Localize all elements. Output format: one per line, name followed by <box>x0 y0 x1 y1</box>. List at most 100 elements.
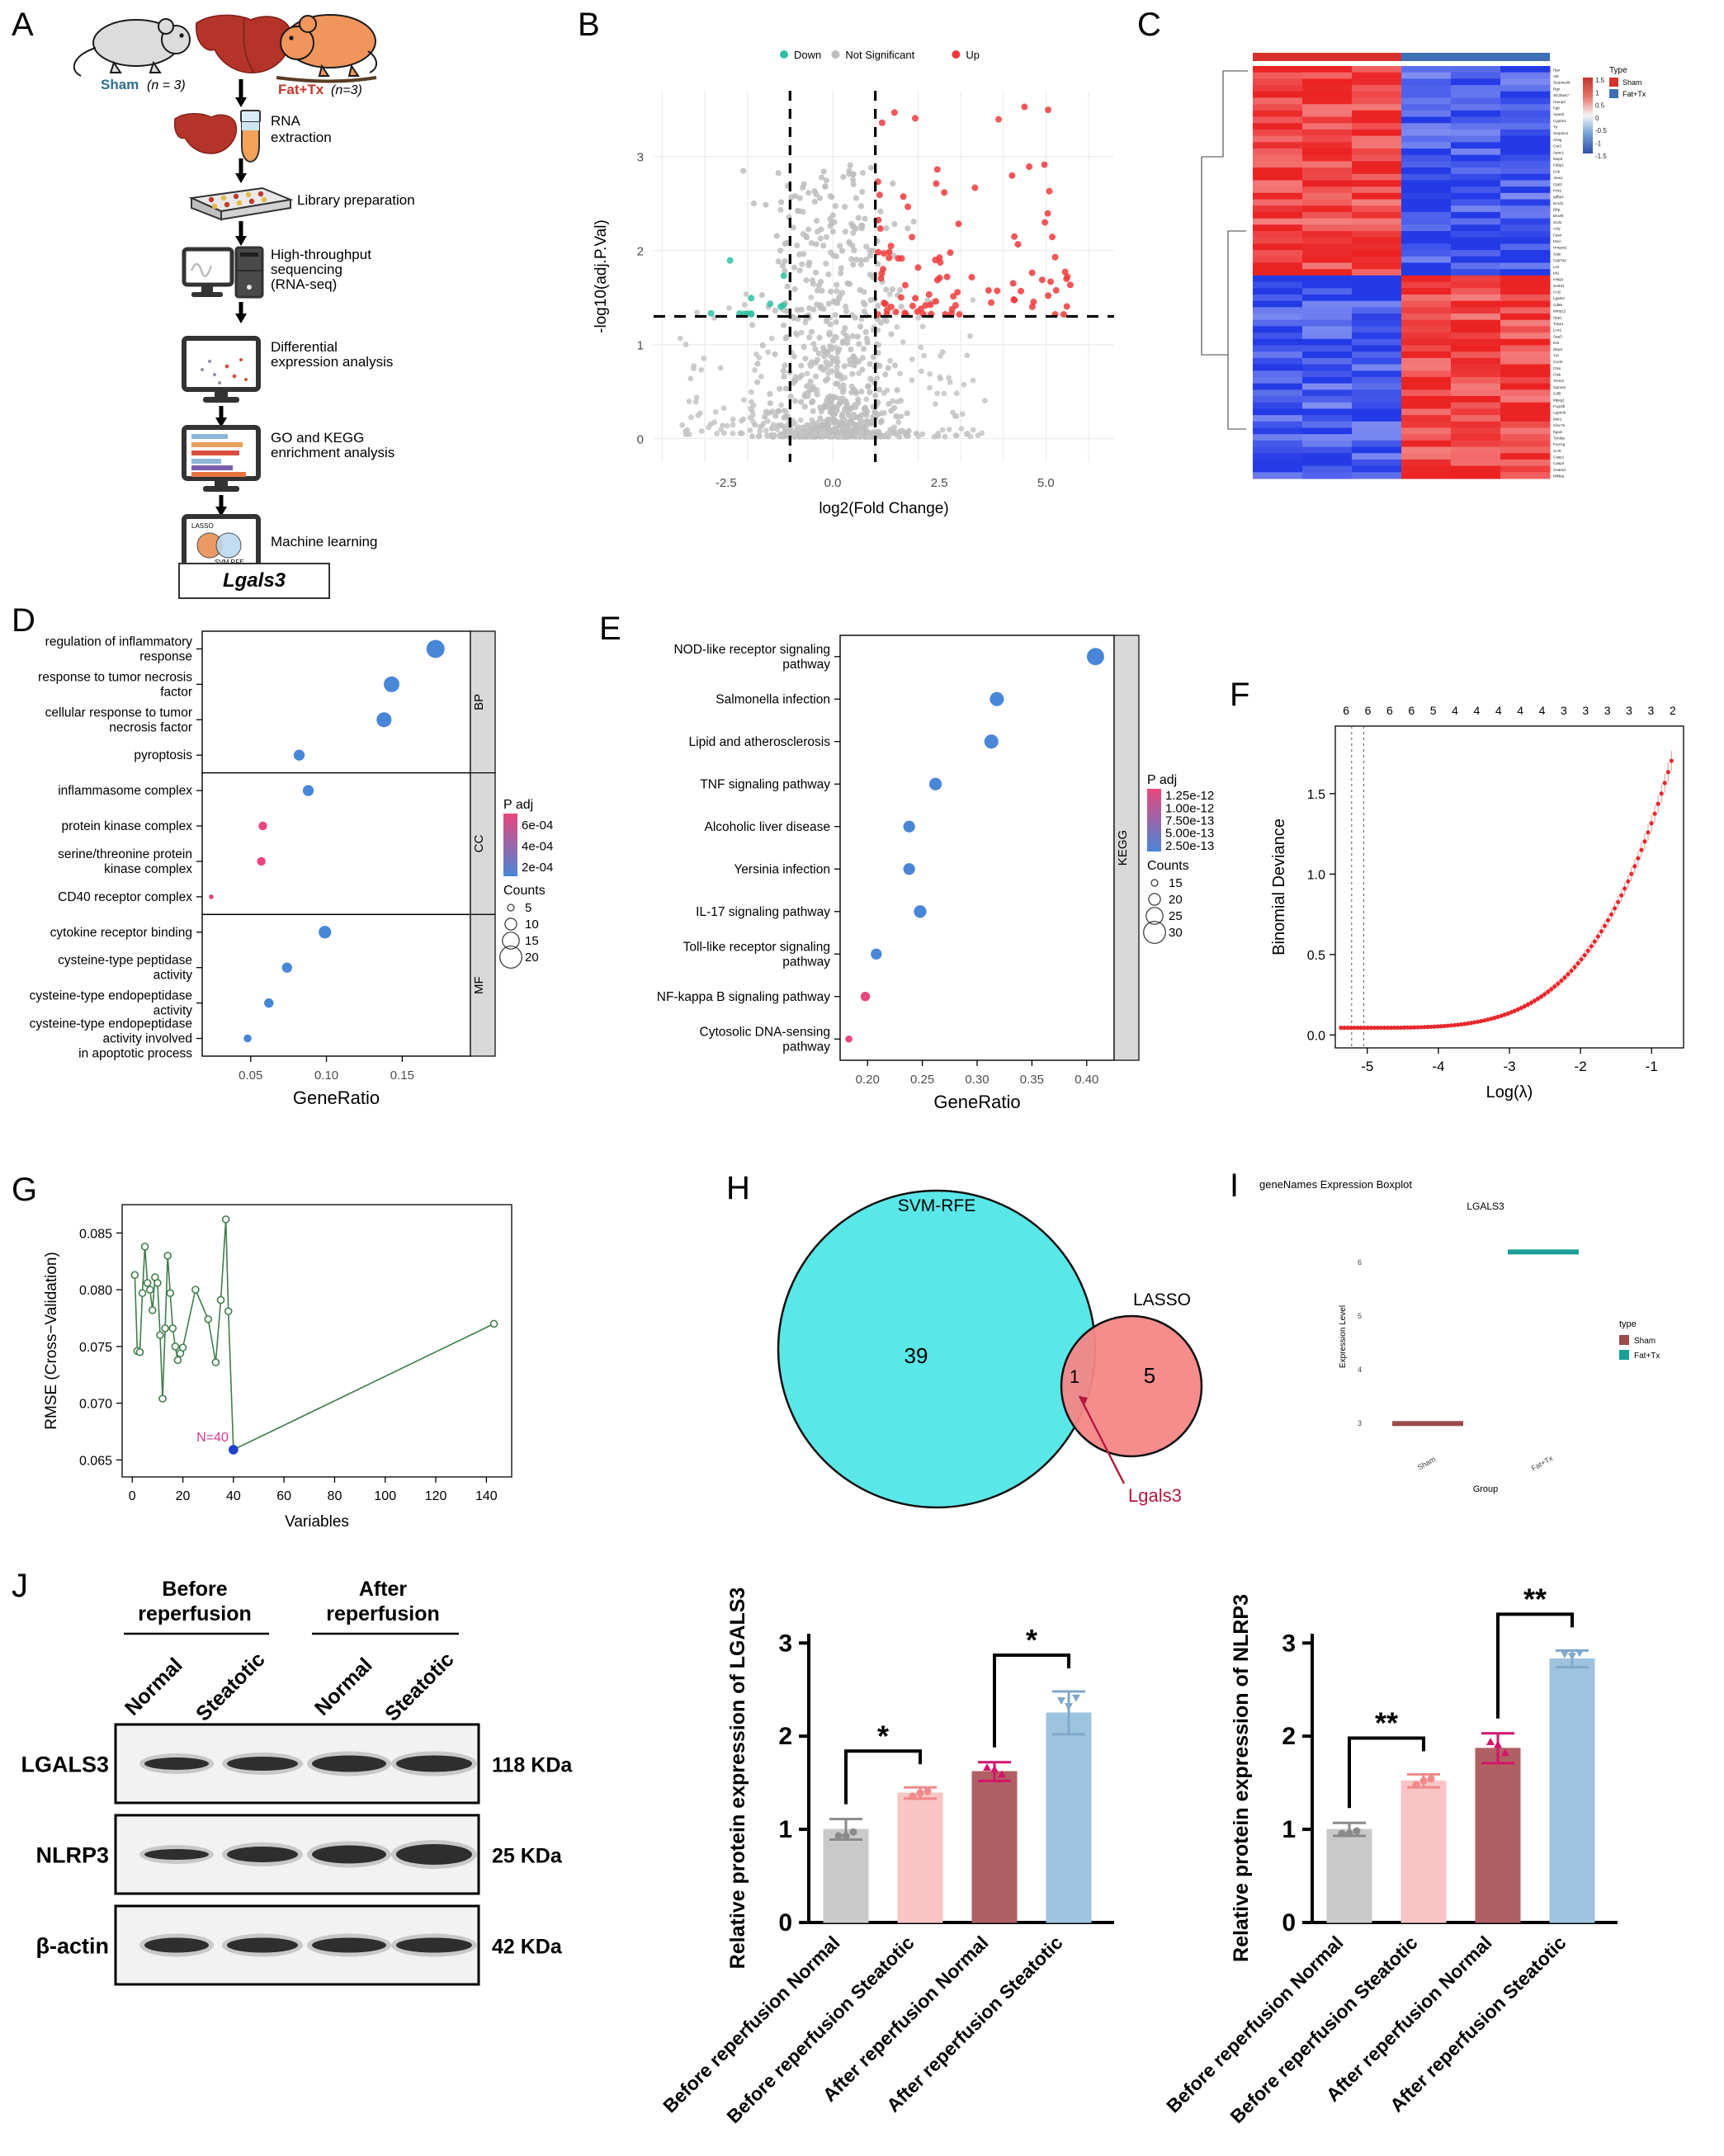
volcano-point <box>850 223 857 229</box>
volcano-point <box>947 249 954 257</box>
volcano-point <box>805 392 811 399</box>
volcano-point <box>838 248 846 254</box>
volcano-point <box>819 428 825 434</box>
facet-label: MF <box>472 976 486 994</box>
y-tick: 0.075 <box>79 1341 112 1355</box>
heatmap-cell <box>1451 205 1501 213</box>
heatmap-cell <box>1500 408 1551 416</box>
volcano-point <box>782 385 789 392</box>
volcano-point <box>824 416 831 423</box>
volcano-point <box>950 293 957 300</box>
volcano-point <box>820 305 827 312</box>
heatmap-cell <box>1500 333 1551 340</box>
heatmap-cell <box>1451 123 1501 130</box>
x-tick: -4 <box>1432 1059 1444 1074</box>
gene-label: Ccl2 <box>1553 290 1561 295</box>
step-library-label: Library preparation <box>297 192 415 208</box>
volcano-point <box>821 402 829 409</box>
heatmap-cell <box>1253 224 1303 232</box>
volcano-point <box>912 295 919 302</box>
heatmap-cell <box>1451 434 1501 441</box>
volcano-point <box>720 405 727 411</box>
significance-bracket <box>993 1654 1070 1748</box>
volcano-point <box>825 271 832 278</box>
y-tick: 4 <box>1358 1366 1362 1374</box>
heatmap-cell <box>1401 72 1452 79</box>
legend-dot <box>952 50 961 59</box>
gene-label: Cps1 <box>1553 182 1562 186</box>
x-tick: 80 <box>328 1489 342 1503</box>
gene-label: Scd1 <box>1553 220 1562 224</box>
heatmap-cell <box>1253 180 1303 187</box>
volcano-point <box>803 277 810 284</box>
volcano-point <box>829 229 836 235</box>
panel-d: BP CC MF regulation of inflammatory response… <box>8 623 569 1168</box>
gene-label: Lss <box>1553 265 1560 269</box>
group-fattx-label: Fat+Tx <box>278 82 324 97</box>
volcano-point <box>842 303 849 310</box>
facet-strip <box>470 630 496 774</box>
heatmap-cell <box>1302 161 1353 168</box>
heatmap-cell <box>1352 376 1402 384</box>
volcano-point <box>748 389 754 395</box>
volcano-point <box>850 420 857 427</box>
volcano-point <box>845 421 852 428</box>
volcano-point <box>900 339 906 345</box>
heatmap-cell <box>1253 389 1303 397</box>
volcano-point <box>812 346 819 352</box>
volcano-point <box>867 361 873 367</box>
volcano-point <box>857 416 863 422</box>
heatmap-cell <box>1451 333 1501 340</box>
volcano-point <box>693 394 700 401</box>
term-label: Lipid and atherosclerosis <box>689 735 831 749</box>
dot <box>302 785 314 796</box>
term-label: pathway <box>782 955 830 969</box>
heatmap-cell <box>1253 472 1303 479</box>
volcano-point <box>919 368 924 375</box>
gene-label: Slc25a47 <box>1553 93 1570 97</box>
volcano-point <box>870 353 876 361</box>
volcano-point <box>947 380 953 385</box>
heatmap-cell <box>1451 402 1501 409</box>
gene-label: Saa3 <box>1553 334 1562 338</box>
heatmap-cell <box>1302 333 1353 340</box>
heatmap-cell <box>1500 199 1551 206</box>
volcano-point <box>782 267 788 274</box>
heatmap-cell <box>1451 211 1501 219</box>
heatmap-cell <box>1401 281 1452 289</box>
heatmap-cell <box>1401 199 1452 206</box>
volcano-point <box>853 390 860 397</box>
heatmap-cell <box>1401 237 1452 244</box>
volcano-point <box>808 239 815 247</box>
heatmap-cell <box>1451 161 1501 168</box>
y-axis-label: RMSE (Cross−Validation) <box>43 1252 60 1430</box>
heatmap-cell <box>1253 421 1303 428</box>
heatmap-cell <box>1253 351 1303 359</box>
heatmap-cell <box>1451 326 1501 333</box>
heatmap-cell <box>1451 446 1501 454</box>
volcano-point <box>828 288 834 295</box>
top-axis-label: 6 <box>1365 704 1372 717</box>
heatmap-cell <box>1302 459 1353 467</box>
heatmap-cell <box>1500 135 1551 143</box>
heatmap-cell <box>1352 396 1402 403</box>
data-point <box>1072 1694 1080 1702</box>
volcano-point <box>739 430 745 436</box>
legend-size-circle <box>1148 893 1161 906</box>
volcano-point <box>971 184 979 191</box>
heatmap-cell <box>1302 167 1353 175</box>
heatmap-cell <box>1451 269 1501 276</box>
heatmap-cell <box>1451 250 1501 257</box>
volcano-point <box>694 309 701 316</box>
heatmap-cell <box>1352 186 1402 194</box>
legend-size-circle <box>1150 879 1159 887</box>
volcano-point <box>1045 106 1052 114</box>
volcano-point <box>857 323 864 330</box>
heatmap-cell <box>1401 333 1452 340</box>
volcano-point <box>806 433 813 440</box>
heatmap-cell <box>1302 186 1353 194</box>
data-point <box>1345 1829 1353 1838</box>
volcano-point <box>777 432 784 439</box>
heatmap-cell <box>1451 440 1501 448</box>
heatmap-cell <box>1302 300 1353 308</box>
